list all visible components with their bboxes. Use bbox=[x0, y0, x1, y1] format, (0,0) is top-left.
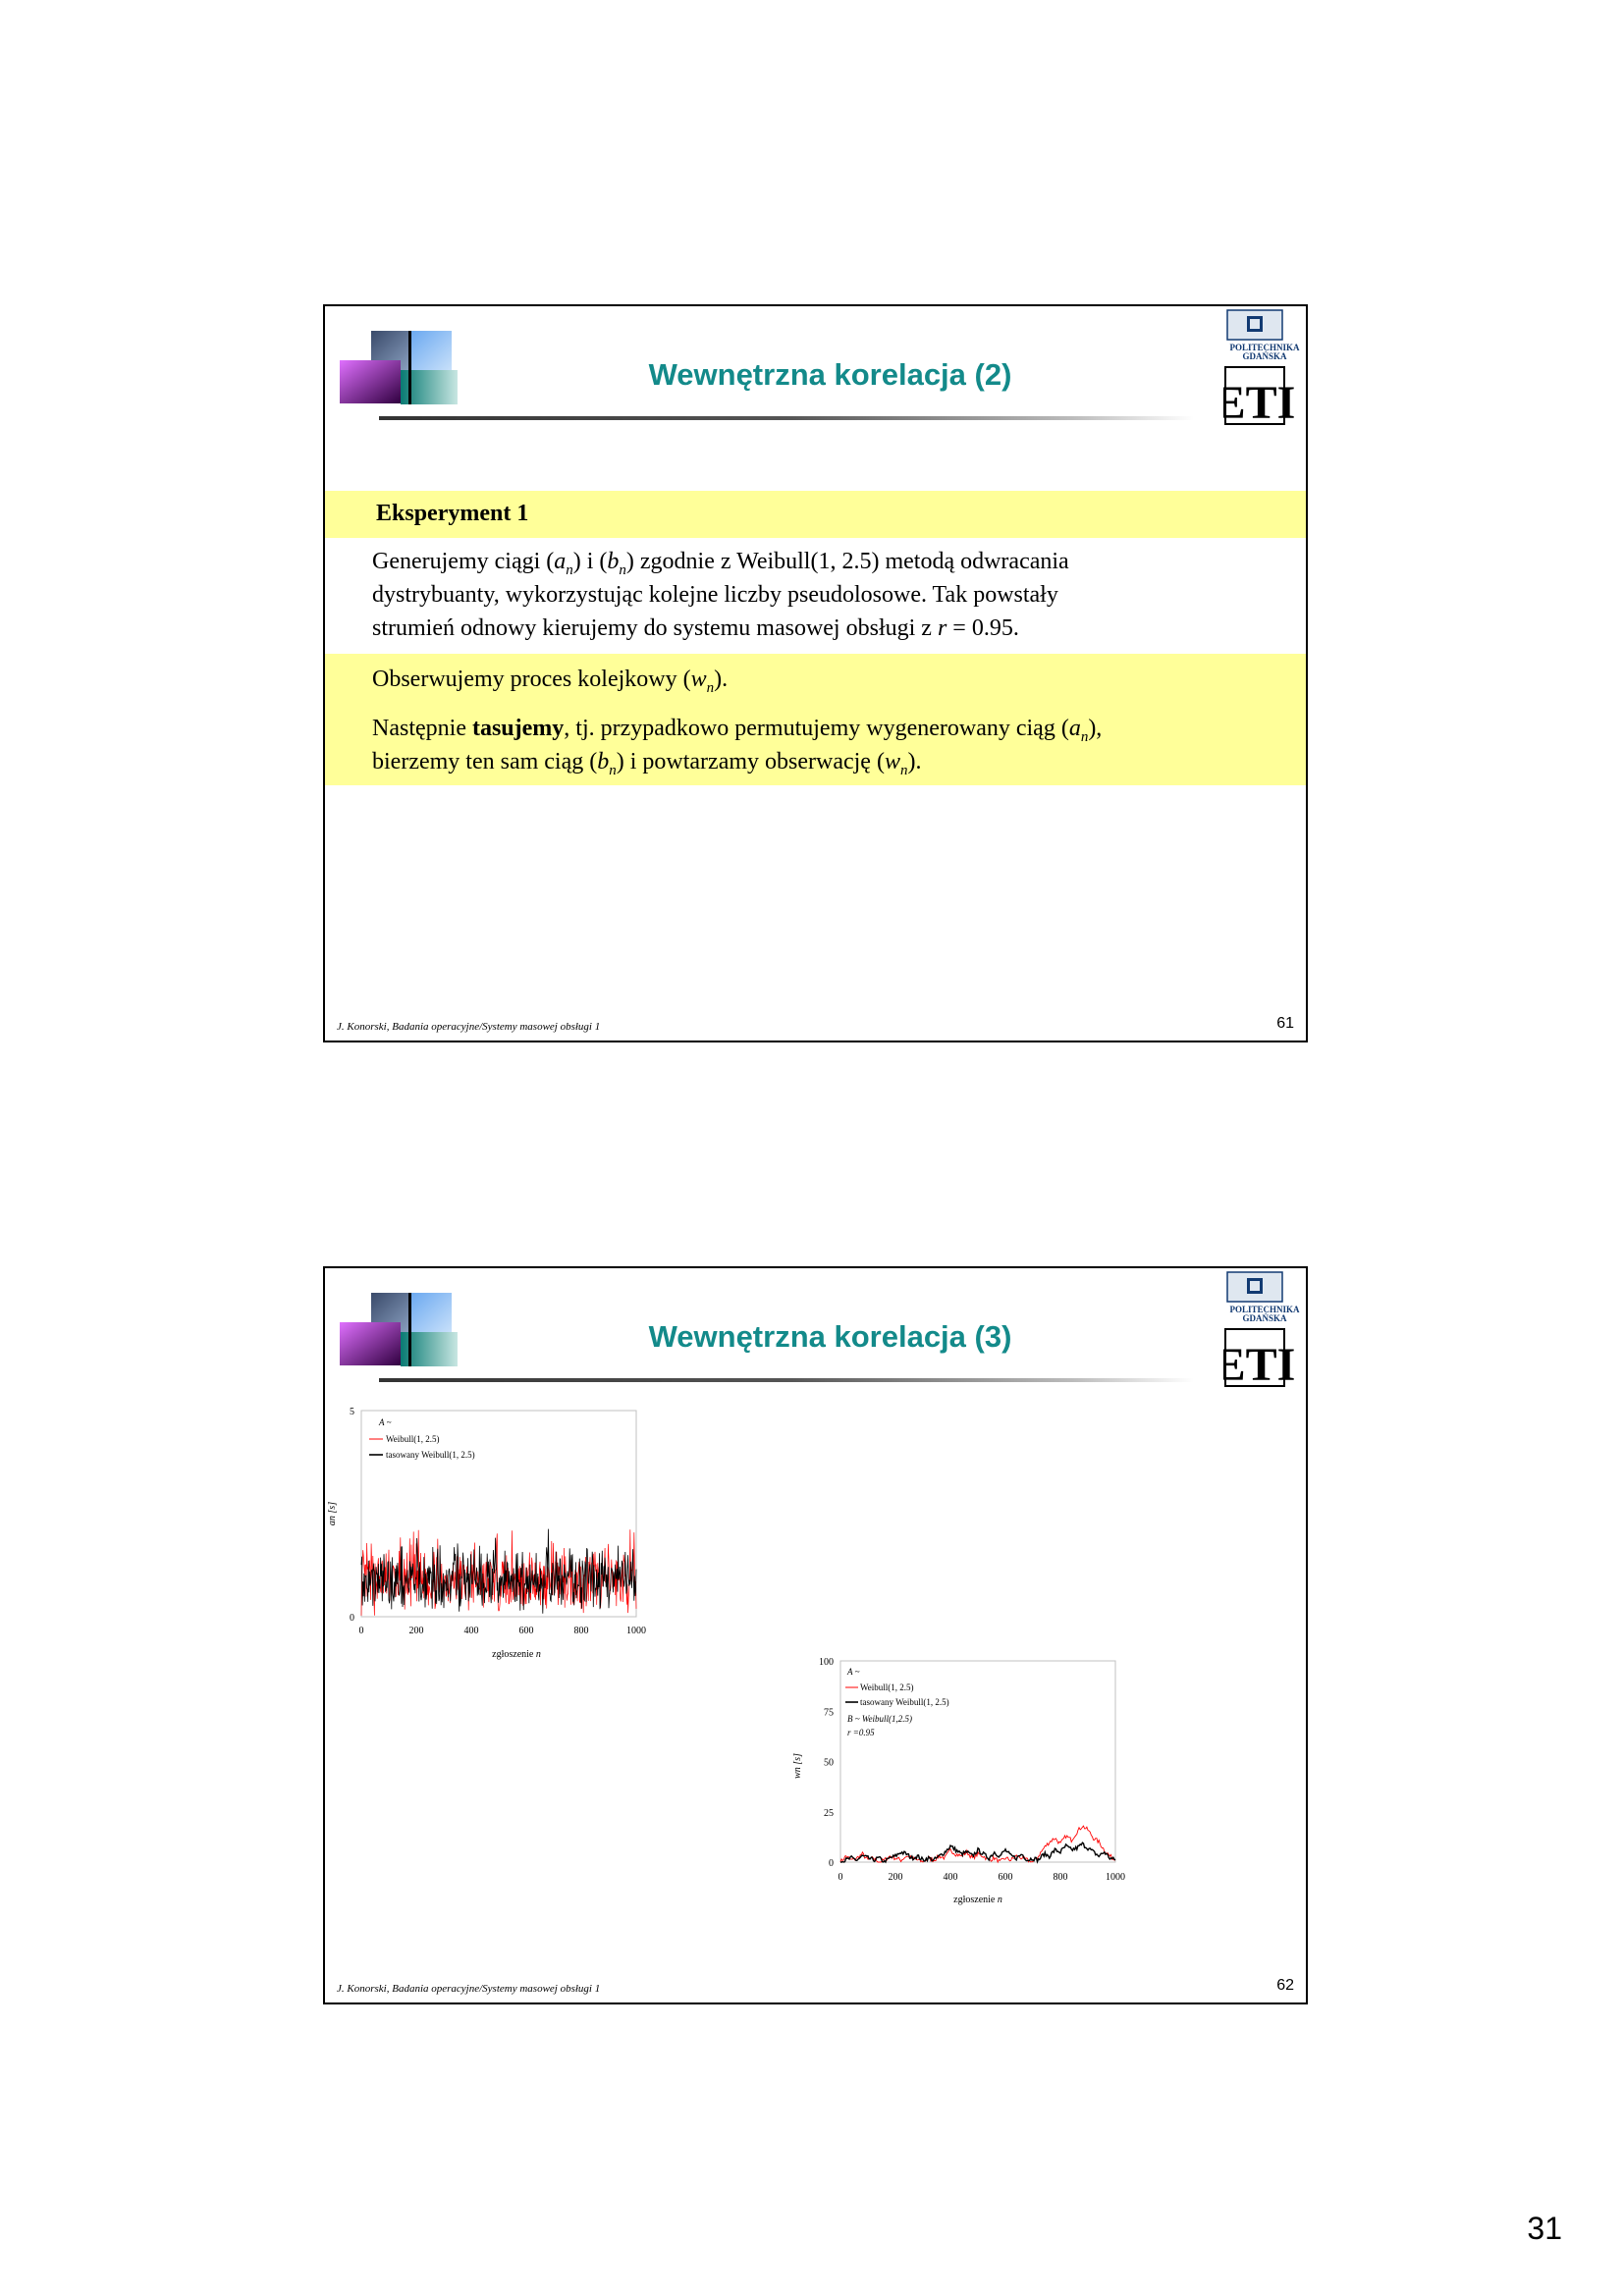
chart-wn-yticks: 0 25 50 75 100 bbox=[819, 1657, 834, 1869]
ytick-0: 0 bbox=[829, 1858, 834, 1869]
xtick-800: 800 bbox=[1054, 1872, 1068, 1883]
logo-line2: GDAŃSKA bbox=[1242, 351, 1287, 361]
slide-title: Wewnętrzna korelacja (2) bbox=[648, 357, 1012, 392]
para3-line1: Następnie tasujemy, tj. przypadkowo perm… bbox=[372, 716, 1103, 745]
xtick-0: 0 bbox=[839, 1872, 843, 1883]
slide-62: Wewnętrzna korelacja (3) POLITECHNIKA GD… bbox=[323, 1266, 1308, 2004]
xtick-200: 200 bbox=[889, 1872, 903, 1883]
slide-footer: J. Konorski, Badania operacyjne/Systemy … bbox=[337, 1021, 601, 1033]
page-number: 31 bbox=[1527, 2211, 1562, 2246]
para1-line3: strumień odnowy kierujemy do systemu mas… bbox=[372, 615, 1019, 641]
legend-red: Weibull(1, 2.5) bbox=[860, 1682, 914, 1692]
legend-extra-b: B ~ Weibull(1,2.5) bbox=[847, 1714, 912, 1724]
politechnika-logo: POLITECHNIKA GDAŃSKA ETI bbox=[1223, 309, 1300, 426]
chart-an-ylabel: an [s] bbox=[327, 1502, 338, 1525]
ytick-25: 25 bbox=[824, 1808, 834, 1819]
slide-title: Wewnętrzna korelacja (3) bbox=[648, 1319, 1012, 1354]
ytick-5: 5 bbox=[350, 1407, 354, 1417]
logo-line1: POLITECHNIKA bbox=[1229, 1305, 1300, 1314]
chart-an: an [s] 0 5 0 200 400 600 800 1000 zgłoszenie … bbox=[327, 1407, 647, 1660]
logo-mark: ETI bbox=[1223, 1339, 1295, 1388]
slide-61: Wewnętrzna korelacja (2) POLITECHNIKA GD… bbox=[323, 304, 1308, 1042]
logo-mark: ETI bbox=[1223, 377, 1295, 426]
logo-line1: POLITECHNIKA bbox=[1229, 343, 1300, 352]
xtick-0: 0 bbox=[359, 1626, 364, 1636]
chart-wn-plot-area bbox=[839, 1660, 1116, 1863]
slide-footer: J. Konorski, Badania operacyjne/Systemy … bbox=[337, 1983, 601, 1995]
chart-wn-series bbox=[839, 1825, 1116, 1864]
xtick-600: 600 bbox=[999, 1872, 1013, 1883]
chart-wn-xlabel: zgłoszenie n bbox=[953, 1895, 1002, 1905]
logo-line2: GDAŃSKA bbox=[1242, 1313, 1287, 1323]
para1-line2: dystrybuanty, wykorzystując kolejne licz… bbox=[372, 582, 1058, 608]
title-rule bbox=[379, 1378, 1194, 1382]
para3-line2: bierzemy ten sam ciąg (bn) i powtarzamy … bbox=[372, 749, 922, 778]
ytick-50: 50 bbox=[824, 1758, 834, 1769]
legend-header: A ~ bbox=[846, 1667, 860, 1677]
decorative-squares bbox=[340, 331, 458, 404]
chart-wn-xticks: 0 200 400 600 800 1000 bbox=[839, 1872, 1126, 1883]
xtick-800: 800 bbox=[574, 1626, 589, 1636]
series-line-1 bbox=[840, 1842, 1116, 1864]
xtick-1000: 1000 bbox=[1106, 1872, 1125, 1883]
xtick-1000: 1000 bbox=[626, 1626, 646, 1636]
observation-band bbox=[325, 654, 1306, 785]
ytick-0: 0 bbox=[350, 1613, 354, 1624]
decorative-squares bbox=[340, 1293, 458, 1366]
para1-line1: Generujemy ciągi (an) i (bn) zgodnie z W… bbox=[372, 549, 1069, 578]
legend-header: A ~ bbox=[378, 1417, 392, 1427]
xtick-600: 600 bbox=[519, 1626, 534, 1636]
series-line-1 bbox=[360, 1528, 637, 1614]
chart-an-xlabel: zgłoszenie n bbox=[492, 1649, 541, 1660]
slide-number: 62 bbox=[1276, 1977, 1294, 1994]
title-rule bbox=[379, 416, 1194, 420]
xtick-400: 400 bbox=[464, 1626, 479, 1636]
series-line-0 bbox=[360, 1529, 637, 1616]
chart-wn: wn [s] 0 25 50 75 100 0 200 400 600 800 1000 zgło… bbox=[792, 1657, 1126, 1905]
para2: Obserwujemy proces kolejkowy (wn). bbox=[372, 667, 729, 696]
politechnika-logo: POLITECHNIKA GDAŃSKA ETI bbox=[1223, 1271, 1300, 1388]
legend-black: tasowany Weibull(1, 2.5) bbox=[860, 1697, 949, 1707]
legend-red: Weibull(1, 2.5) bbox=[386, 1434, 440, 1444]
ytick-75: 75 bbox=[824, 1707, 834, 1718]
chart-an-xticks: 0 200 400 600 800 1000 bbox=[359, 1626, 647, 1636]
slide-number: 61 bbox=[1276, 1015, 1294, 1032]
legend-extra-r: r =0.95 bbox=[847, 1728, 875, 1737]
heading-band bbox=[325, 491, 1306, 538]
experiment-heading: Eksperyment 1 bbox=[376, 501, 529, 526]
chart-an-series bbox=[360, 1528, 637, 1616]
chart-wn-ylabel: wn [s] bbox=[792, 1753, 803, 1779]
xtick-400: 400 bbox=[944, 1872, 958, 1883]
ytick-100: 100 bbox=[819, 1657, 834, 1668]
xtick-200: 200 bbox=[409, 1626, 424, 1636]
legend-black: tasowany Weibull(1, 2.5) bbox=[386, 1450, 475, 1460]
